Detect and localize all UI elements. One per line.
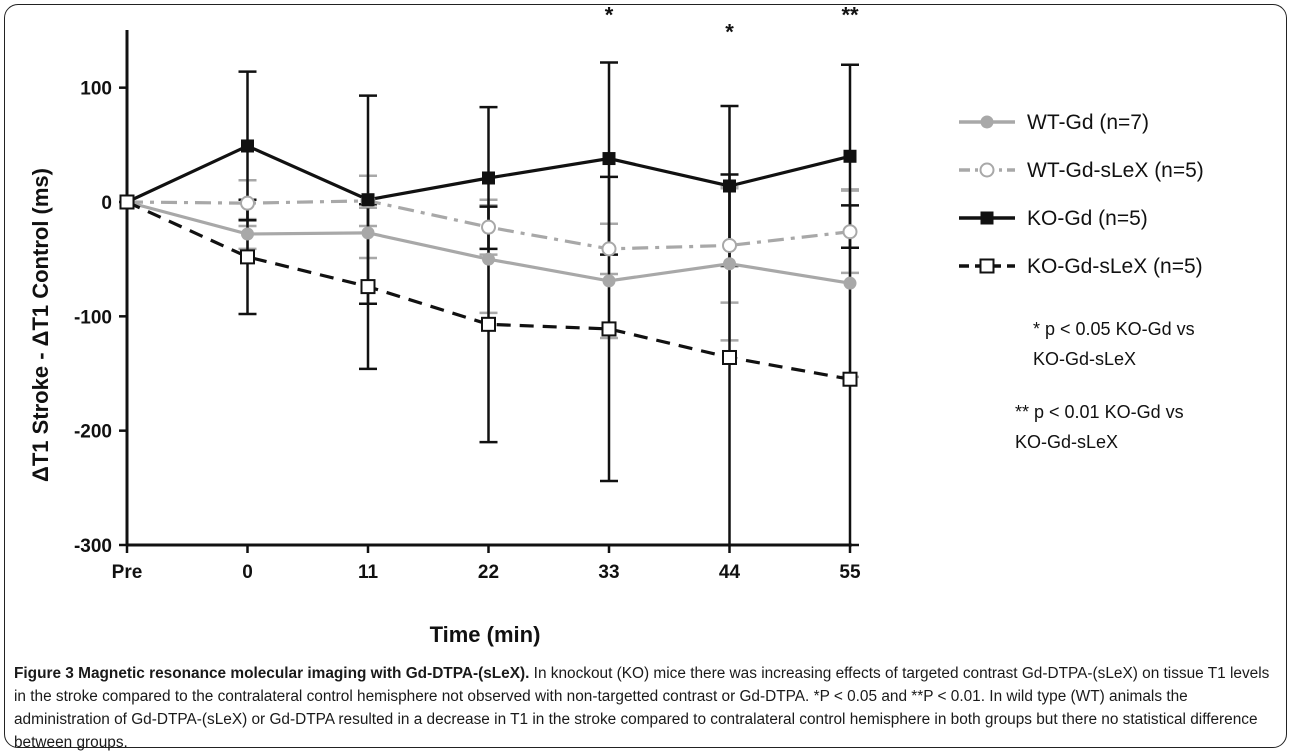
legend-label: KO-Gd (n=5) [1027, 207, 1148, 230]
data-point [481, 316, 496, 332]
data-point [240, 249, 255, 265]
data-point [602, 152, 616, 166]
data-point [980, 115, 994, 129]
y-tick-label: 100 [80, 79, 112, 100]
data-point [602, 274, 616, 288]
data-point [361, 193, 375, 207]
data-point [979, 258, 995, 274]
significance-star: * [725, 20, 734, 45]
data-point [601, 321, 617, 337]
data-point [842, 224, 858, 240]
data-point [979, 162, 995, 178]
y-axis-title: ΔT1 Stroke - ΔT1 Control (ms) [28, 168, 53, 482]
legend-label: WT-Gd (n=7) [1027, 111, 1149, 134]
data-point [482, 171, 495, 185]
x-tick-label: 22 [478, 562, 499, 583]
significance-notes: * p < 0.05 KO-Gd vs KO-Gd-sLeX ** p < 0.01… [1015, 319, 1195, 452]
y-tick-label: -100 [74, 307, 112, 328]
note-line: ** p < 0.01 KO-Gd vs [1015, 402, 1184, 422]
data-point [481, 219, 496, 235]
caption-body: In knockout (KO) mice there was increasi… [14, 665, 1270, 751]
data-point [482, 252, 495, 266]
data-point [723, 257, 736, 271]
y-tick-label: -300 [74, 536, 112, 557]
data-point [361, 226, 375, 240]
data-point [843, 276, 857, 290]
data-point [119, 194, 135, 210]
x-tick-label: Pre [112, 562, 143, 583]
x-tick-label: 33 [598, 562, 619, 583]
x-axis-title: Time (min) [430, 622, 541, 647]
data-point [241, 139, 254, 153]
error-bars [238, 61, 859, 547]
note-line: KO-Gd-sLeX [1033, 349, 1136, 369]
x-tick-label: 55 [839, 562, 861, 583]
legend: WT-Gd (n=7) WT-Gd-sLeX (n=5) KO-Gd (n=5) KO… [959, 111, 1204, 278]
note-line: KO-Gd-sLeX [1015, 432, 1118, 452]
caption-title: Figure 3 Magnetic resonance molecular im… [14, 665, 530, 682]
data-point [843, 149, 857, 163]
data-point [723, 179, 736, 193]
data-point [240, 195, 255, 211]
y-tick-label: 0 [101, 193, 112, 214]
data-point [601, 241, 617, 257]
figure-frame [4, 4, 1287, 748]
significance-annotations: **** [605, 3, 859, 45]
x-tick-label: 0 [242, 562, 253, 583]
series-markers [119, 139, 858, 387]
data-point [842, 371, 858, 387]
significance-star: ** [841, 3, 859, 28]
legend-label: KO-Gd-sLeX (n=5) [1027, 255, 1203, 278]
x-tick-label: 11 [358, 562, 379, 583]
note-line: * p < 0.05 KO-Gd vs [1033, 319, 1195, 339]
data-point [360, 279, 376, 295]
significance-star: * [605, 3, 614, 28]
legend-label: WT-Gd-sLeX (n=5) [1027, 159, 1204, 182]
x-tick-label: 44 [719, 562, 741, 583]
data-point [241, 227, 254, 241]
data-point [722, 237, 737, 253]
figure-caption: Figure 3 Magnetic resonance molecular im… [14, 662, 1276, 754]
data-point [980, 211, 994, 225]
y-tick-label: -200 [74, 422, 112, 443]
data-point [722, 349, 737, 365]
